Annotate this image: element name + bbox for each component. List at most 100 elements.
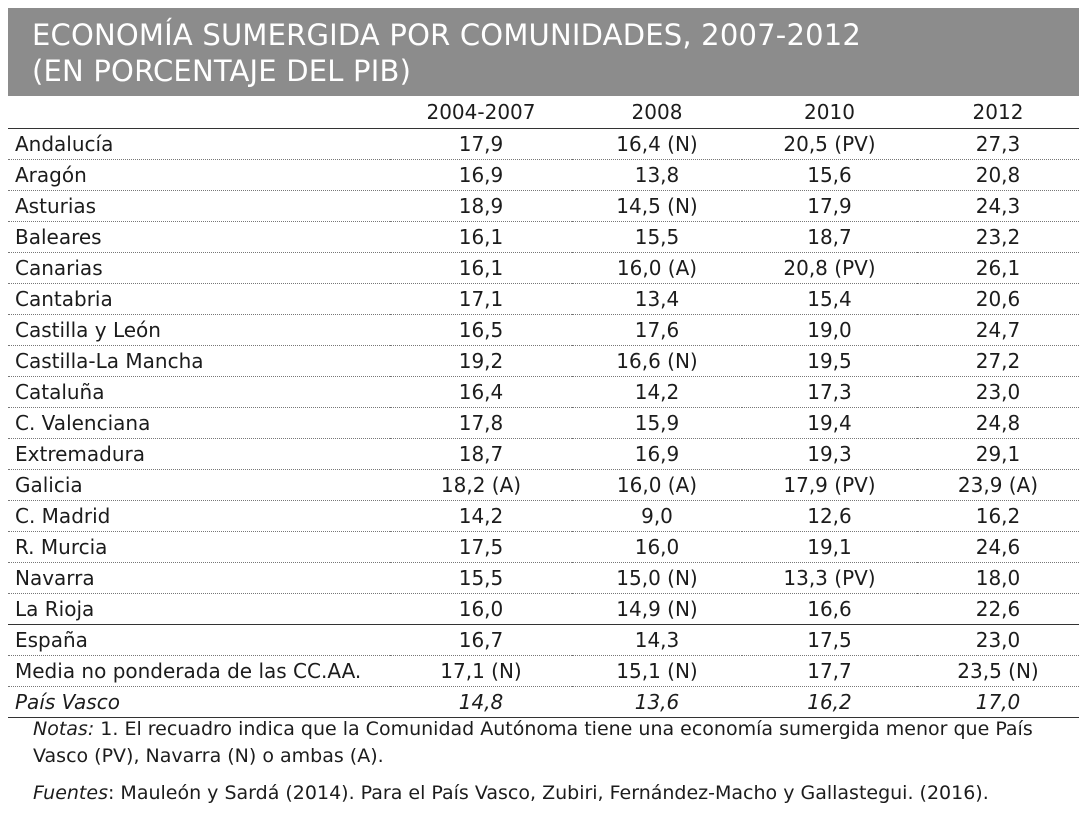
table-cell: 13,6	[572, 686, 742, 718]
table-row: Castilla-La Mancha 19,2 16,6 (N) 19,5 27,2	[8, 345, 1079, 377]
sources-paragraph: Fuentes: Mauleón y Sardá (2014). Para el…	[33, 780, 1073, 807]
table-cell: 20,8 (PV)	[742, 252, 917, 284]
table-cell: 16,9	[572, 438, 742, 470]
row-label: Extremadura	[8, 438, 390, 470]
table-cell: 27,2	[917, 345, 1079, 377]
table-cell: 17,3	[742, 376, 917, 408]
table-cell: 23,0	[917, 376, 1079, 408]
row-label: Baleares	[8, 221, 390, 253]
table-cell: 27,3	[917, 128, 1079, 160]
table-cell: 24,8	[917, 407, 1079, 439]
table-cell: 19,1	[742, 531, 917, 563]
title-line-1: ECONOMÍA SUMERGIDA POR COMUNIDADES, 2007…	[32, 18, 862, 52]
table-cell: 17,9	[390, 128, 572, 160]
table-cell: 15,0 (N)	[572, 562, 742, 594]
table-cell: 15,5	[572, 221, 742, 253]
table-cell: 20,6	[917, 283, 1079, 315]
table-cell: 16,4 (N)	[572, 128, 742, 160]
table-cell: 26,1	[917, 252, 1079, 284]
table-cell: 18,2 (A)	[390, 469, 572, 501]
column-header: 2008	[572, 97, 742, 129]
row-label: Aragón	[8, 159, 390, 191]
table-cell: 14,5 (N)	[572, 190, 742, 222]
table-cell: 15,6	[742, 159, 917, 191]
table-row: Canarias 16,1 16,0 (A) 20,8 (PV) 26,1	[8, 252, 1079, 284]
table-cell: 23,5 (N)	[917, 655, 1079, 687]
table-cell: 24,7	[917, 314, 1079, 346]
table-cell: 17,7	[742, 655, 917, 687]
table-row: Castilla y León 16,5 17,6 19,0 24,7	[8, 314, 1079, 346]
media-row: Media no ponderada de las CC.AA. 17,1 (N)…	[8, 655, 1079, 687]
table-cell: 19,2	[390, 345, 572, 377]
row-label: Galicia	[8, 469, 390, 501]
table-cell: 14,8	[390, 686, 572, 718]
table-cell: 18,7	[390, 438, 572, 470]
table-row: Extremadura 18,7 16,9 19,3 29,1	[8, 438, 1079, 470]
table-row: Galicia 18,2 (A) 16,0 (A) 17,9 (PV) 23,9 (A)	[8, 469, 1079, 501]
table-cell: 23,0	[917, 624, 1079, 656]
table-cell: 9,0	[572, 500, 742, 532]
table-cell: 16,9	[390, 159, 572, 191]
table-cell: 12,6	[742, 500, 917, 532]
table-cell: 23,2	[917, 221, 1079, 253]
table-row: Andalucía 17,9 16,4 (N) 20,5 (PV) 27,3	[8, 128, 1079, 160]
table-cell: 17,0	[917, 686, 1079, 718]
table-cell: 24,3	[917, 190, 1079, 222]
table-row: Aragón 16,9 13,8 15,6 20,8	[8, 159, 1079, 191]
table-row: Cataluña 16,4 14,2 17,3 23,0	[8, 376, 1079, 408]
table-cell: 16,2	[917, 500, 1079, 532]
sources-text: : Mauleón y Sardá (2014). Para el País V…	[107, 782, 989, 804]
table-cell: 16,1	[390, 252, 572, 284]
table-cell: 23,9 (A)	[917, 469, 1079, 501]
table-cell: 13,4	[572, 283, 742, 315]
footnotes: Notas: 1. El recuadro indica que la Comu…	[33, 716, 1073, 807]
row-label: Canarias	[8, 252, 390, 284]
row-label: R. Murcia	[8, 531, 390, 563]
row-label: España	[8, 624, 390, 656]
table-cell: 16,6	[742, 593, 917, 625]
table-cell: 15,9	[572, 407, 742, 439]
table-cell: 16,7	[390, 624, 572, 656]
table-cell: 16,5	[390, 314, 572, 346]
table-cell: 19,0	[742, 314, 917, 346]
table-cell: 19,3	[742, 438, 917, 470]
table-cell: 18,9	[390, 190, 572, 222]
table-cell: 17,9 (PV)	[742, 469, 917, 501]
table-cell: 19,4	[742, 407, 917, 439]
table-title: ECONOMÍA SUMERGIDA POR COMUNIDADES, 2007…	[8, 8, 1079, 96]
pais-vasco-row: País Vasco 14,8 13,6 16,2 17,0	[8, 686, 1079, 718]
table-cell: 16,4	[390, 376, 572, 408]
table-row: Cantabria 17,1 13,4 15,4 20,6	[8, 283, 1079, 315]
table-cell: 16,1	[390, 221, 572, 253]
row-label: Cantabria	[8, 283, 390, 315]
data-table: 2004-2007 2008 2010 2012 Andalucía 17,9 16…	[8, 97, 1079, 718]
notes-text: 1. El recuadro indica que la Comunidad A…	[33, 718, 1033, 767]
column-header: 2012	[917, 97, 1079, 129]
column-header	[8, 97, 390, 129]
column-header: 2004-2007	[390, 97, 572, 129]
table-cell: 14,3	[572, 624, 742, 656]
row-label: C. Valenciana	[8, 407, 390, 439]
table-cell: 15,5	[390, 562, 572, 594]
table-cell: 13,8	[572, 159, 742, 191]
table-row: La Rioja 16,0 14,9 (N) 16,6 22,6	[8, 593, 1079, 625]
column-header: 2010	[742, 97, 917, 129]
table-row: C. Valenciana 17,8 15,9 19,4 24,8	[8, 407, 1079, 439]
table-cell: 17,5	[390, 531, 572, 563]
table-cell: 16,0	[390, 593, 572, 625]
table-cell: 22,6	[917, 593, 1079, 625]
table-cell: 17,8	[390, 407, 572, 439]
sources-label: Fuentes	[33, 782, 108, 804]
notes-paragraph: Notas: 1. El recuadro indica que la Comu…	[33, 716, 1073, 770]
table-cell: 20,8	[917, 159, 1079, 191]
table-row: C. Madrid 14,2 9,0 12,6 16,2	[8, 500, 1079, 532]
table-row: Navarra 15,5 15,0 (N) 13,3 (PV) 18,0	[8, 562, 1079, 594]
table-cell: 17,5	[742, 624, 917, 656]
table-cell: 17,1	[390, 283, 572, 315]
table-cell: 13,3 (PV)	[742, 562, 917, 594]
table-cell: 16,0	[572, 531, 742, 563]
row-label: Cataluña	[8, 376, 390, 408]
table-cell: 16,0 (A)	[572, 469, 742, 501]
header-row: 2004-2007 2008 2010 2012	[8, 97, 1079, 129]
table-cell: 17,1 (N)	[390, 655, 572, 687]
